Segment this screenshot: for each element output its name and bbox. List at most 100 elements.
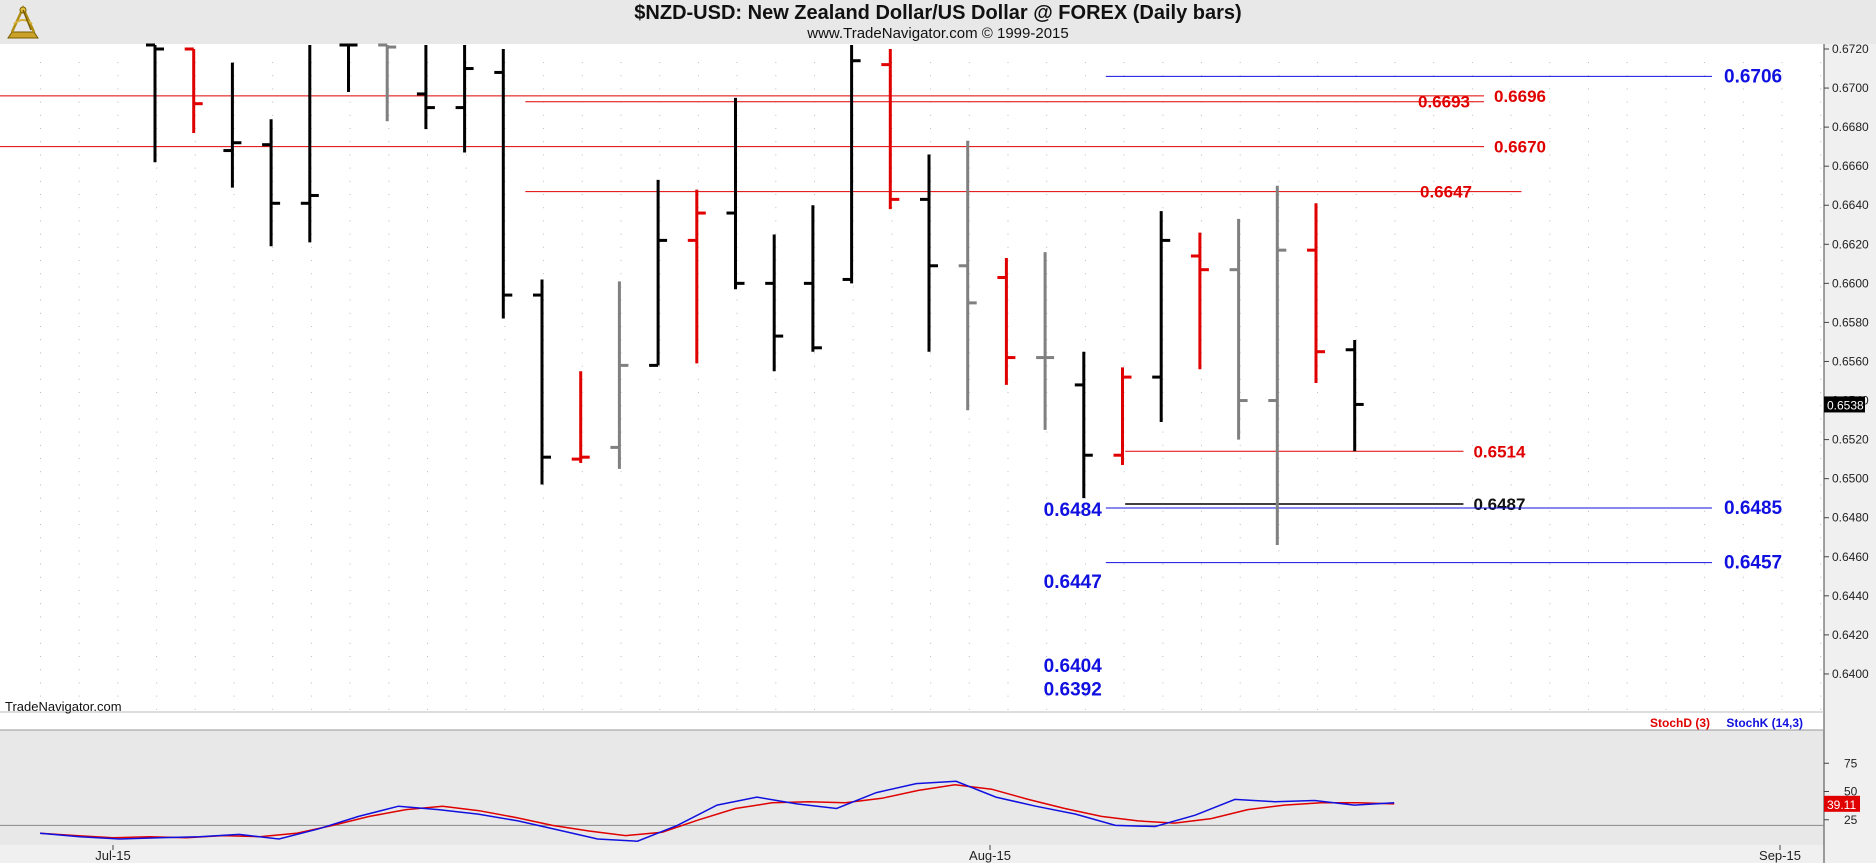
grid-dot xyxy=(465,563,467,565)
grid-dot xyxy=(156,695,158,697)
grid-dot xyxy=(1084,616,1086,618)
grid-dot xyxy=(543,260,545,261)
grid-dot xyxy=(310,563,312,565)
grid-dot xyxy=(620,484,622,486)
grid-dot xyxy=(1626,88,1628,90)
grid-dot xyxy=(349,484,351,486)
grid-dot xyxy=(465,194,467,195)
grid-dot xyxy=(1239,260,1241,261)
grid-dot xyxy=(1239,365,1241,367)
grid-dot xyxy=(194,352,196,354)
grid-dot xyxy=(117,616,119,618)
grid-dot xyxy=(1355,537,1357,539)
grid-dot xyxy=(388,194,390,195)
grid-dot xyxy=(891,194,893,195)
grid-dot xyxy=(349,167,351,169)
grid-dot xyxy=(1471,233,1473,235)
grid-dot xyxy=(1820,576,1822,578)
grid-dot xyxy=(1510,75,1512,77)
grid-dot xyxy=(194,550,196,552)
grid-dot xyxy=(427,656,428,657)
grid-dot xyxy=(1201,392,1202,393)
grid-dot xyxy=(1007,616,1009,618)
grid-dot xyxy=(1626,286,1628,288)
grid-dot xyxy=(891,352,893,354)
grid-dot xyxy=(1355,326,1357,327)
grid-dot xyxy=(1239,537,1241,539)
grid-dot xyxy=(194,365,196,367)
grid-dot xyxy=(1046,524,1048,525)
grid-dot xyxy=(388,444,390,446)
grid-dot xyxy=(78,180,80,182)
grid-dot xyxy=(581,642,583,644)
grid-dot xyxy=(1588,642,1589,644)
grid-dot xyxy=(1704,194,1706,195)
grid-dot xyxy=(968,88,970,90)
grid-dot xyxy=(1549,207,1551,209)
grid-dot xyxy=(1781,682,1783,684)
grid-dot xyxy=(1742,88,1744,90)
support-resistance-levels: 0.67060.66960.66930.66700.66470.65140.64… xyxy=(0,66,1783,701)
grid-dot xyxy=(1278,167,1280,169)
grid-dot xyxy=(852,682,854,684)
grid-dot xyxy=(1510,563,1512,565)
grid-dot xyxy=(1239,524,1241,525)
grid-dot xyxy=(1084,550,1086,552)
grid-dot xyxy=(1471,576,1473,578)
grid-dot xyxy=(659,510,661,512)
stoch-tick-label: 50 xyxy=(1844,785,1858,799)
grid-dot xyxy=(117,312,119,314)
grid-dot xyxy=(233,537,235,539)
grid-dot xyxy=(1084,154,1086,156)
grid-dot xyxy=(852,642,854,644)
grid-dot xyxy=(1781,484,1783,486)
grid-dot xyxy=(465,669,467,671)
grid-dot xyxy=(543,418,545,420)
grid-dot xyxy=(1471,180,1473,182)
grid-dot xyxy=(1394,708,1396,710)
grid-dot xyxy=(1588,431,1589,433)
grid-dot xyxy=(1433,378,1435,380)
grid-dot xyxy=(1084,62,1086,63)
grid-dot xyxy=(775,128,777,129)
grid-dot xyxy=(1549,590,1551,591)
grid-dot xyxy=(117,220,119,222)
grid-dot xyxy=(697,286,699,288)
grid-dot xyxy=(775,458,777,459)
grid-dot xyxy=(194,603,196,605)
grid-dot xyxy=(659,141,661,143)
grid-dot xyxy=(1162,524,1164,525)
grid-dot xyxy=(349,378,351,380)
grid-dot xyxy=(1471,207,1473,209)
grid-dot xyxy=(1665,497,1667,499)
grid-dot xyxy=(1626,75,1628,77)
grid-dot xyxy=(1355,180,1357,182)
grid-dot xyxy=(930,444,932,446)
grid-dot xyxy=(156,590,158,591)
grid-dot xyxy=(968,603,970,605)
grid-dot xyxy=(117,299,119,301)
grid-dot xyxy=(1046,392,1048,393)
grid-dot xyxy=(1278,88,1280,90)
grid-dot xyxy=(1704,682,1706,684)
grid-dot xyxy=(1239,114,1241,116)
grid-dot xyxy=(1162,392,1164,393)
grid-dot xyxy=(1355,708,1357,710)
grid-dot xyxy=(1549,326,1551,327)
grid-dot xyxy=(1355,273,1357,275)
grid-dot xyxy=(659,576,661,578)
grid-dot xyxy=(1162,246,1164,248)
grid-dot xyxy=(968,180,970,182)
grid-dot xyxy=(930,484,932,486)
grid-dot xyxy=(891,220,893,222)
legend-stochd: StochD (3) xyxy=(1650,716,1710,730)
ohlc-bar xyxy=(1113,367,1132,465)
grid-dot xyxy=(891,180,893,182)
grid-dot xyxy=(1665,590,1667,591)
grid-dot xyxy=(40,431,41,433)
grid-dot xyxy=(310,642,312,644)
grid-dot xyxy=(1665,537,1667,539)
grid-dot xyxy=(1549,510,1551,512)
grid-dot xyxy=(272,273,274,275)
